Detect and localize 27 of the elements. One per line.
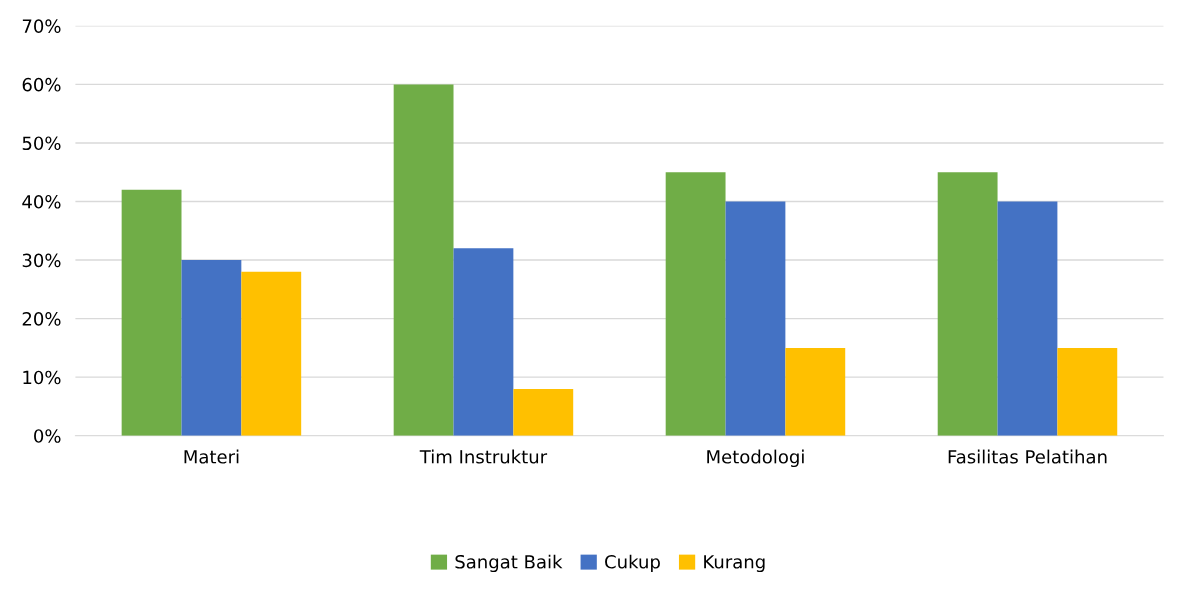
bar	[513, 388, 574, 436]
x-tick-label: Metodologi	[707, 449, 804, 468]
bar	[453, 248, 514, 436]
bar	[665, 172, 726, 436]
legend-label: Cukup	[605, 554, 660, 573]
x-tick-label: Tim Instruktur	[419, 449, 548, 464]
bar	[241, 271, 302, 436]
y-tick-label: 20%	[22, 312, 61, 326]
y-tick-label: 0%	[34, 429, 61, 443]
bar	[181, 260, 242, 436]
y-tick-label: 10%	[23, 370, 61, 385]
x-tick-label: Materi	[184, 449, 239, 464]
y-tick-label: 60%	[22, 77, 61, 92]
legend-label: Kurang	[704, 555, 765, 573]
y-tick-label: 40%	[22, 194, 61, 209]
bar	[1057, 347, 1118, 436]
bar	[121, 189, 182, 436]
y-tick-label: 30%	[22, 253, 61, 268]
bar	[785, 347, 846, 436]
bar	[997, 201, 1058, 436]
bar	[937, 172, 998, 436]
x-tick-label: Fasilitas Pelatihan	[948, 449, 1107, 464]
bar	[393, 84, 454, 436]
bar	[725, 201, 786, 436]
y-tick-label: 50%	[22, 136, 61, 151]
legend-label: Sangat Baik	[455, 554, 563, 573]
y-tick-label: 70%	[22, 19, 61, 33]
